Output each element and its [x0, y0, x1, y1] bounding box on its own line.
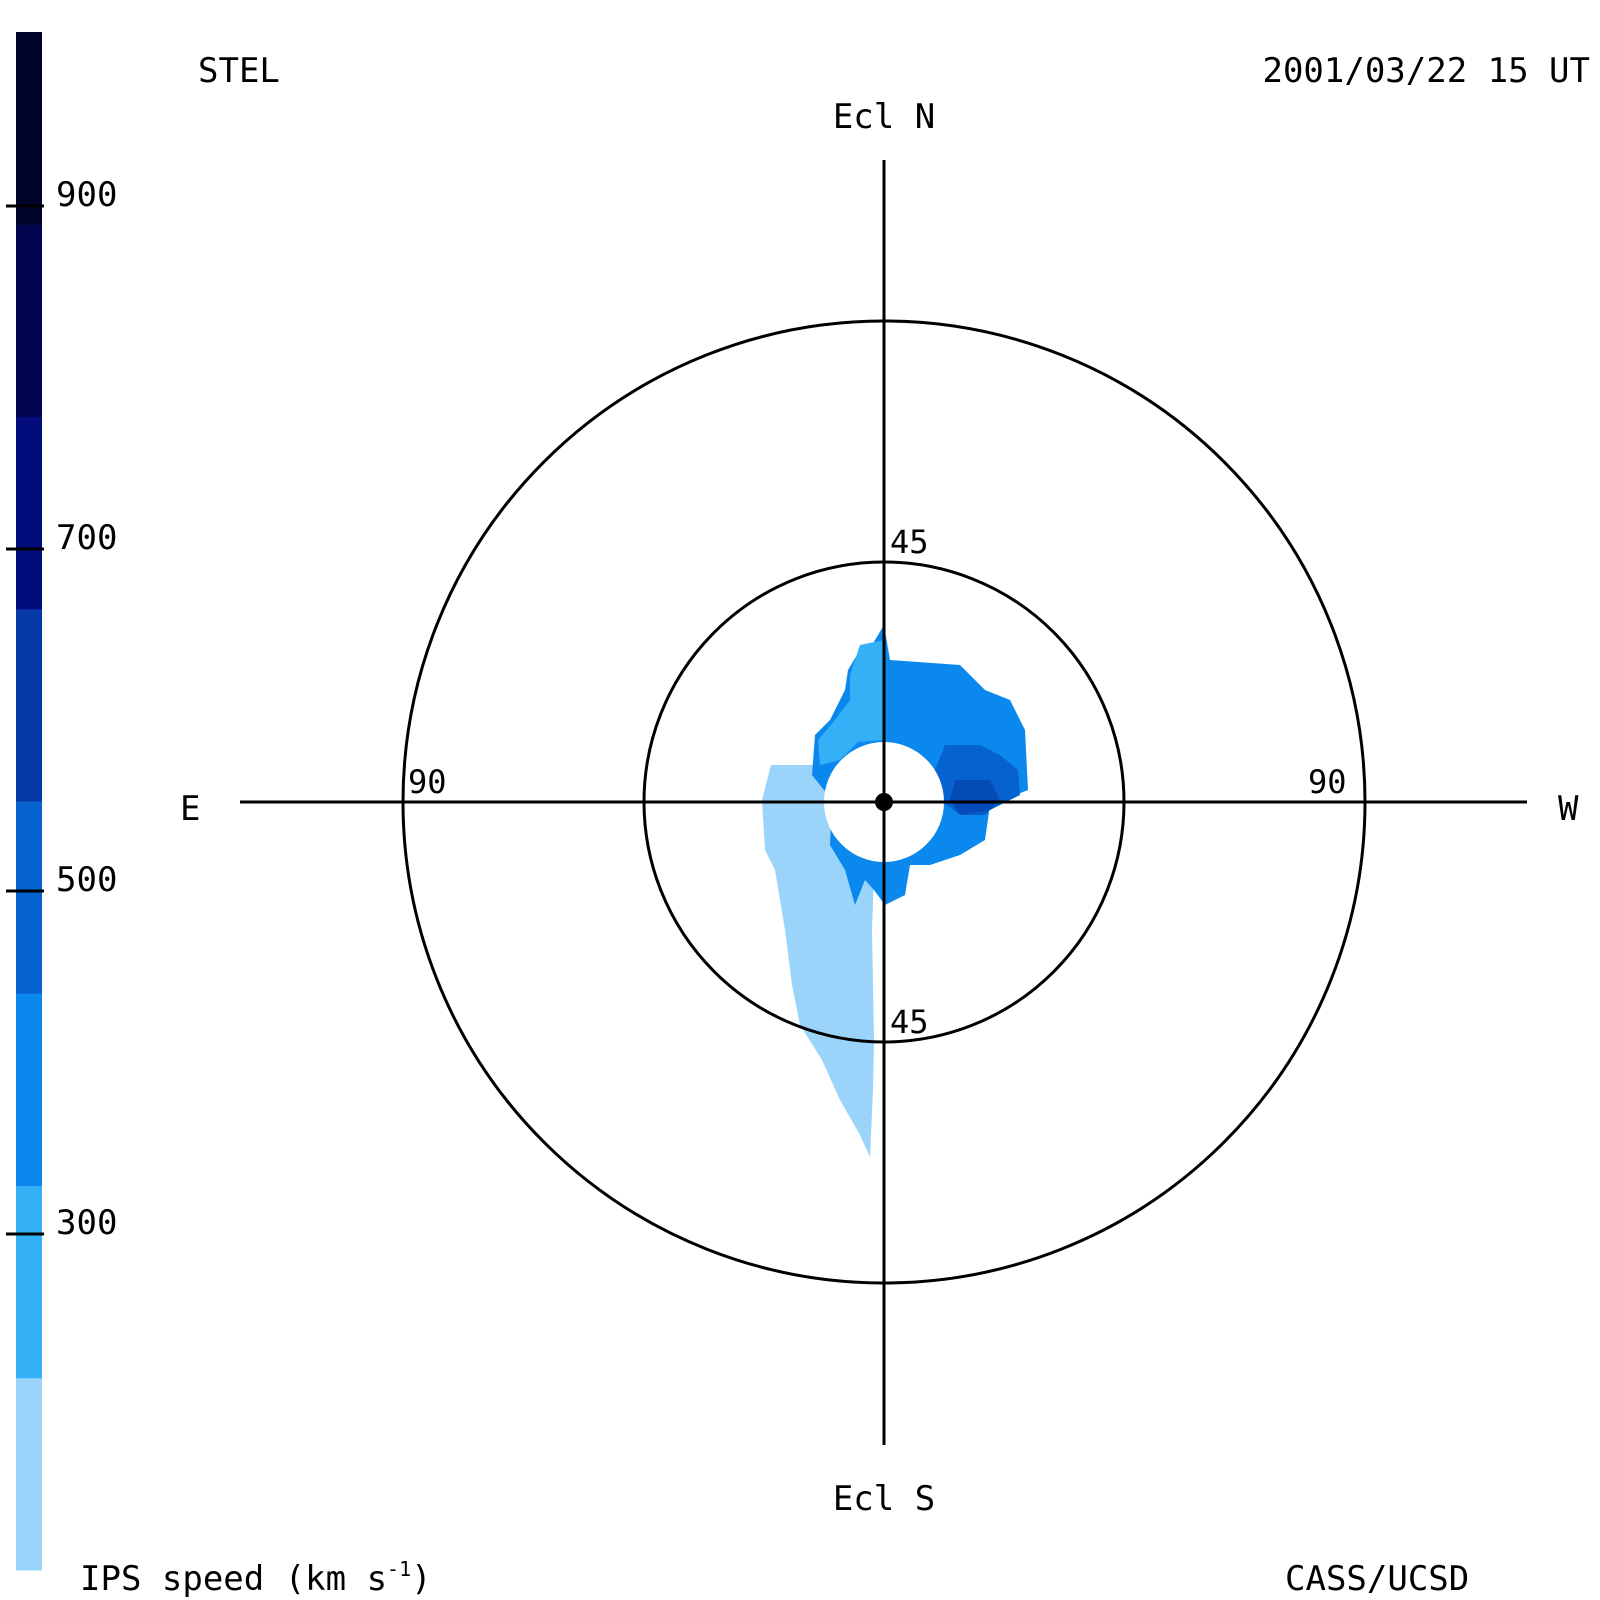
- colorbar-title: IPS speed (km s-1): [80, 1557, 432, 1599]
- sun-marker: [875, 793, 893, 811]
- speed-region-200-300: [818, 640, 884, 765]
- ring-label-90-right: 90: [1308, 763, 1347, 801]
- colorbar-segment: [16, 32, 42, 225]
- colorbar-title-text: IPS speed (km s: [80, 1559, 387, 1599]
- station-label: STEL: [198, 51, 280, 91]
- colorbar-segment: [16, 993, 42, 1186]
- colorbar-tick-label-900: 900: [56, 175, 117, 215]
- speed-regions: [762, 625, 1028, 1157]
- colorbar-segment: [16, 608, 42, 802]
- colorbar-tick-label-700: 700: [56, 518, 117, 558]
- west-label: W: [1558, 789, 1579, 829]
- timestamp-label: 2001/03/22 15 UT: [1262, 51, 1590, 91]
- north-label: Ecl N: [833, 97, 935, 137]
- speed-region-500-600: [950, 780, 1000, 815]
- colorbar-tick-label-500: 500: [56, 860, 117, 900]
- colorbar-tick-label-300: 300: [56, 1203, 117, 1243]
- colorbar-segment: [16, 1185, 42, 1379]
- colorbar-segment: [16, 801, 42, 994]
- south-label: Ecl S: [833, 1479, 935, 1519]
- colorbar-title-sup: -1: [387, 1557, 411, 1581]
- colorbar-segment: [16, 224, 42, 417]
- colorbar-title-close: ): [411, 1559, 431, 1599]
- colorbar-segment: [16, 416, 42, 610]
- ring-label-45-bottom: 45: [890, 1003, 929, 1041]
- credit-label: CASS/UCSD: [1285, 1559, 1469, 1599]
- east-label: E: [180, 789, 200, 829]
- colorbar-segment: [16, 1377, 42, 1571]
- ring-label-90-left: 90: [408, 763, 447, 801]
- ring-label-45-top: 45: [890, 523, 929, 561]
- colorbar: [16, 32, 42, 1571]
- colorbar-ticks: 300 500 700 900: [6, 175, 117, 1243]
